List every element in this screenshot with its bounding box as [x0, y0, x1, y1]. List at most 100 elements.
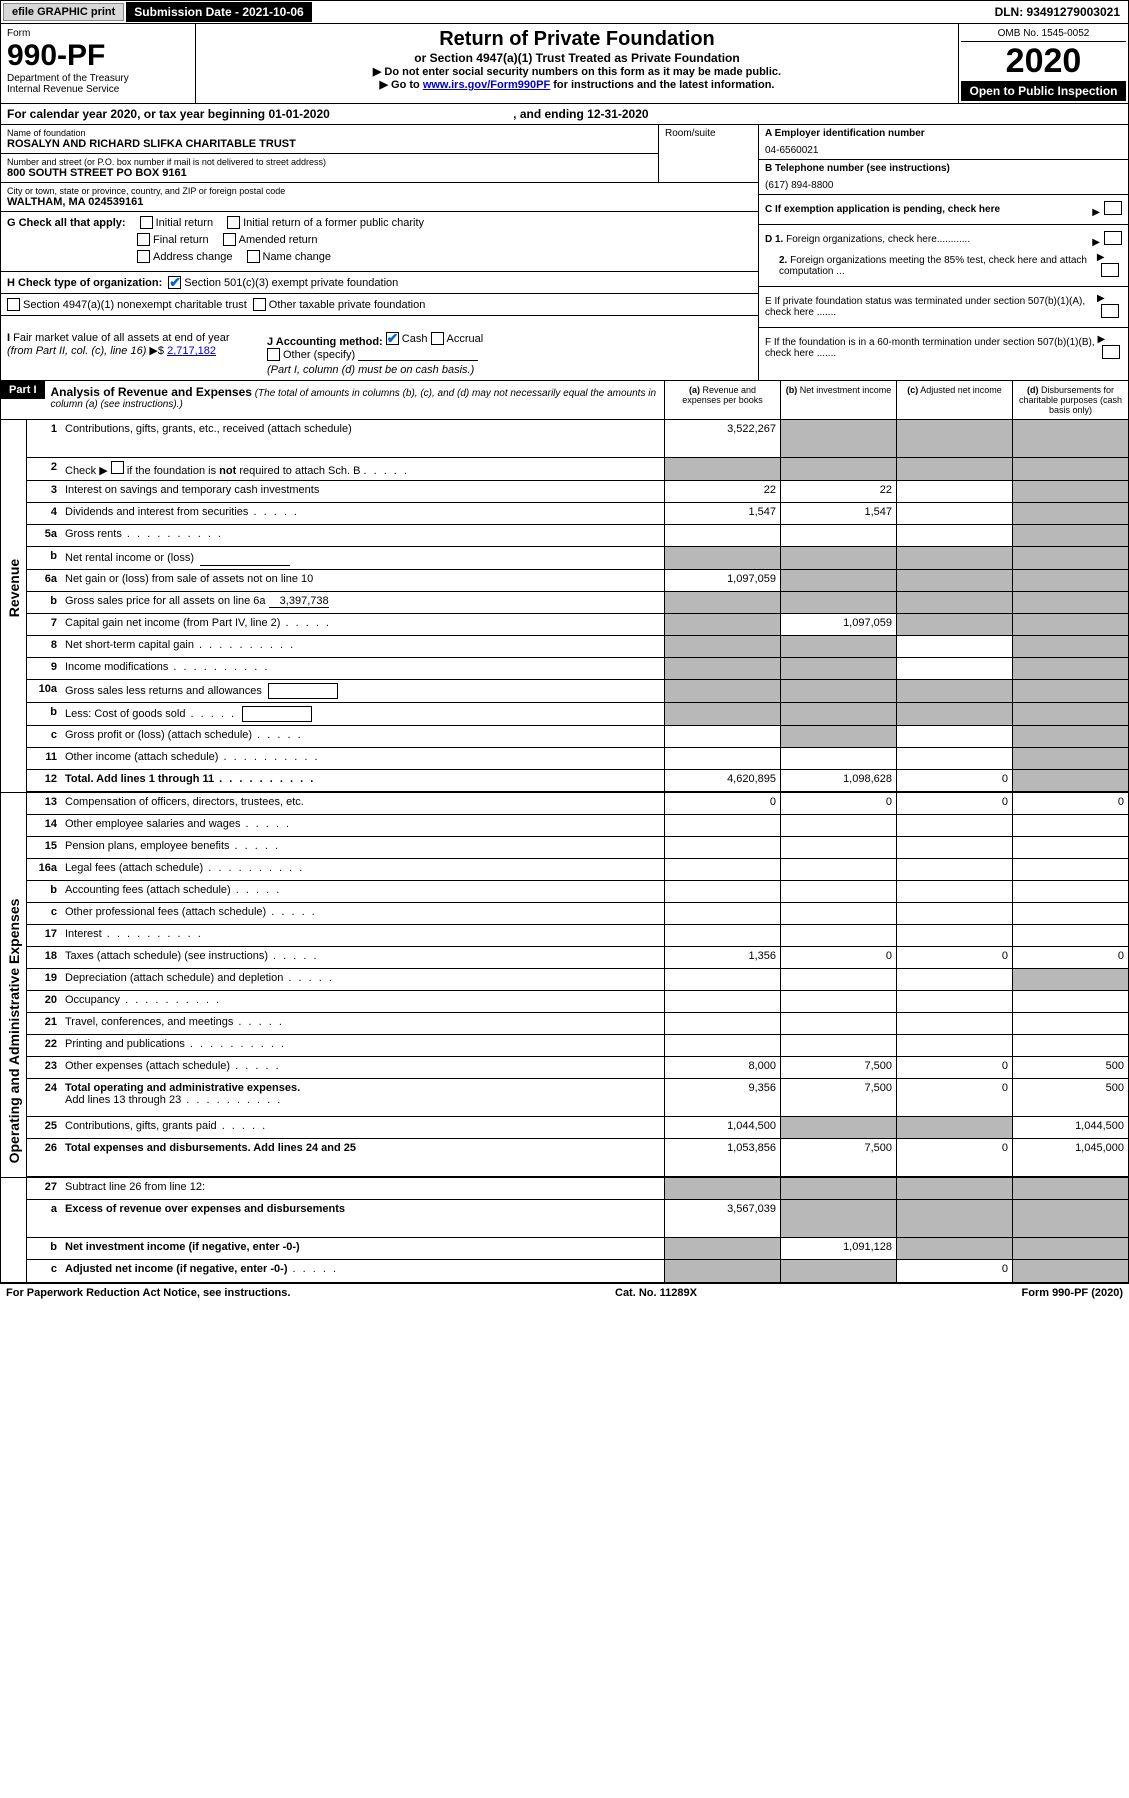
foundation-name-cell: Name of foundation ROSALYN AND RICHARD S… — [1, 125, 658, 154]
ein-value: 04-6560021 — [765, 145, 1122, 156]
row-10b: bLess: Cost of goods sold — [27, 703, 1128, 726]
city-cell: City or town, state or province, country… — [1, 183, 758, 212]
phone-cell: B Telephone number (see instructions) (6… — [759, 160, 1128, 195]
address-cell: Number and street (or P.O. box number if… — [1, 154, 658, 183]
page-footer: For Paperwork Reduction Act Notice, see … — [0, 1283, 1129, 1302]
instr-1: ▶ Do not enter social security numbers o… — [202, 65, 952, 78]
info-grid: Name of foundation ROSALYN AND RICHARD S… — [0, 125, 1129, 328]
irs-link[interactable]: www.irs.gov/Form990PF — [423, 79, 550, 91]
row-23: 23Other expenses (attach schedule)8,0007… — [27, 1057, 1128, 1079]
header-left: Form 990-PF Department of the Treasury I… — [1, 24, 196, 103]
chk-schb[interactable] — [111, 461, 124, 474]
ein-cell: A Employer identification number 04-6560… — [759, 125, 1128, 160]
row-11: 11Other income (attach schedule) — [27, 748, 1128, 770]
row-1: 1Contributions, gifts, grants, etc., rec… — [27, 420, 1128, 458]
chk-final-return[interactable]: Final return — [137, 233, 209, 246]
irs-label: Internal Revenue Service — [7, 84, 189, 95]
chk-other-taxable[interactable]: Other taxable private foundation — [253, 298, 426, 311]
chk-c[interactable] — [1104, 201, 1122, 215]
chk-amended-return[interactable]: Amended return — [223, 233, 318, 246]
footer-mid: Cat. No. 11289X — [615, 1287, 697, 1299]
row-16a: 16aLegal fees (attach schedule) — [27, 859, 1128, 881]
row-21: 21Travel, conferences, and meetings — [27, 1013, 1128, 1035]
row-27b: bNet investment income (if negative, ent… — [27, 1238, 1128, 1260]
box-h-2: Section 4947(a)(1) nonexempt charitable … — [1, 294, 758, 316]
footer-left: For Paperwork Reduction Act Notice, see … — [6, 1287, 290, 1299]
efile-print-button[interactable]: efile GRAPHIC print — [3, 3, 124, 21]
chk-name-change[interactable]: Name change — [247, 250, 332, 263]
chk-other-method[interactable] — [267, 348, 280, 361]
fmv-link[interactable]: 2,717,182 — [167, 345, 216, 357]
box-d: D 1. Foreign organizations, check here..… — [759, 225, 1128, 287]
form-subtitle: or Section 4947(a)(1) Trust Treated as P… — [202, 51, 952, 65]
tax-year: 2020 — [961, 42, 1126, 81]
row-i-j-f: I Fair market value of all assets at end… — [0, 328, 1129, 381]
chk-501c3[interactable]: Section 501(c)(3) exempt private foundat… — [168, 276, 398, 289]
chk-address-change[interactable]: Address change — [137, 250, 233, 263]
open-inspection: Open to Public Inspection — [961, 81, 1126, 101]
box-e: E If private foundation status was termi… — [759, 287, 1128, 328]
form-number: 990-PF — [7, 39, 189, 73]
form-title: Return of Private Foundation — [202, 28, 952, 51]
info-left: Name of foundation ROSALYN AND RICHARD S… — [1, 125, 758, 328]
chk-d2[interactable] — [1101, 263, 1119, 277]
room-suite: Room/suite — [658, 125, 758, 183]
row-9: 9Income modifications — [27, 658, 1128, 680]
row-15: 15Pension plans, employee benefits — [27, 837, 1128, 859]
top-bar: efile GRAPHIC print Submission Date - 20… — [0, 0, 1129, 24]
row-18: 18Taxes (attach schedule) (see instructi… — [27, 947, 1128, 969]
city-state-zip: WALTHAM, MA 024539161 — [7, 196, 752, 208]
box-g: G Check all that apply: Initial return I… — [1, 212, 758, 272]
chk-initial-return[interactable]: Initial return — [140, 216, 213, 229]
revenue-section: Revenue 1Contributions, gifts, grants, e… — [0, 420, 1129, 792]
row-12: 12Total. Add lines 1 through 114,620,895… — [27, 770, 1128, 792]
row-19: 19Depreciation (attach schedule) and dep… — [27, 969, 1128, 991]
row-8: 8Net short-term capital gain — [27, 636, 1128, 658]
header-mid: Return of Private Foundation or Section … — [196, 24, 958, 103]
street-address: 800 SOUTH STREET PO BOX 9161 — [7, 167, 652, 179]
box-h: H Check type of organization: Section 50… — [1, 272, 758, 294]
part1-label: Part I — [1, 381, 45, 399]
chk-accrual[interactable]: Accrual — [431, 332, 484, 345]
row-5a: 5aGross rents — [27, 525, 1128, 547]
row-16c: cOther professional fees (attach schedul… — [27, 903, 1128, 925]
chk-e[interactable] — [1101, 304, 1119, 318]
instr-2: ▶ Go to www.irs.gov/Form990PF for instru… — [202, 78, 952, 91]
row-10c: cGross profit or (loss) (attach schedule… — [27, 726, 1128, 748]
chk-cash[interactable]: Cash — [386, 332, 428, 345]
row-13: 13Compensation of officers, directors, t… — [27, 793, 1128, 815]
row-27: 27Subtract line 26 from line 12: — [27, 1178, 1128, 1200]
row-14: 14Other employee salaries and wages — [27, 815, 1128, 837]
row-17: 17Interest — [27, 925, 1128, 947]
box-i-j: I Fair market value of all assets at end… — [1, 328, 758, 380]
part1-header-row: Part I Analysis of Revenue and Expenses … — [0, 381, 1129, 420]
row-10a: 10aGross sales less returns and allowanc… — [27, 680, 1128, 703]
row-22: 22Printing and publications — [27, 1035, 1128, 1057]
chk-f[interactable] — [1102, 345, 1120, 359]
foundation-name: ROSALYN AND RICHARD SLIFKA CHARITABLE TR… — [7, 138, 652, 150]
row-24: 24Total operating and administrative exp… — [27, 1079, 1128, 1117]
footer-right: Form 990-PF (2020) — [1022, 1287, 1124, 1299]
chk-d1[interactable] — [1104, 231, 1122, 245]
row-4: 4Dividends and interest from securities1… — [27, 503, 1128, 525]
col-b-head: (b) Net investment income — [780, 381, 896, 419]
info-right: A Employer identification number 04-6560… — [758, 125, 1128, 328]
col-d-head: (d) Disbursements for charitable purpose… — [1012, 381, 1128, 419]
omb-number: OMB No. 1545-0052 — [961, 26, 1126, 42]
form-label: Form — [7, 28, 189, 39]
row-3: 3Interest on savings and temporary cash … — [27, 481, 1128, 503]
chk-4947[interactable]: Section 4947(a)(1) nonexempt charitable … — [7, 298, 247, 311]
row-20: 20Occupancy — [27, 991, 1128, 1013]
col-a-head: (a) Revenue and expenses per books — [664, 381, 780, 419]
row-25: 25Contributions, gifts, grants paid1,044… — [27, 1117, 1128, 1139]
calendar-year-row: For calendar year 2020, or tax year begi… — [0, 104, 1129, 125]
form-header: Form 990-PF Department of the Treasury I… — [0, 24, 1129, 104]
side-revenue: Revenue — [1, 420, 27, 792]
submission-date: Submission Date - 2021-10-06 — [126, 2, 311, 22]
box-f: F If the foundation is in a 60-month ter… — [758, 328, 1128, 380]
dept-treasury: Department of the Treasury — [7, 73, 189, 84]
chk-initial-former[interactable]: Initial return of a former public charit… — [227, 216, 424, 229]
row-2: 2Check ▶ if the foundation is not requir… — [27, 458, 1128, 481]
col-c-head: (c) Adjusted net income — [896, 381, 1012, 419]
row-7: 7Capital gain net income (from Part IV, … — [27, 614, 1128, 636]
